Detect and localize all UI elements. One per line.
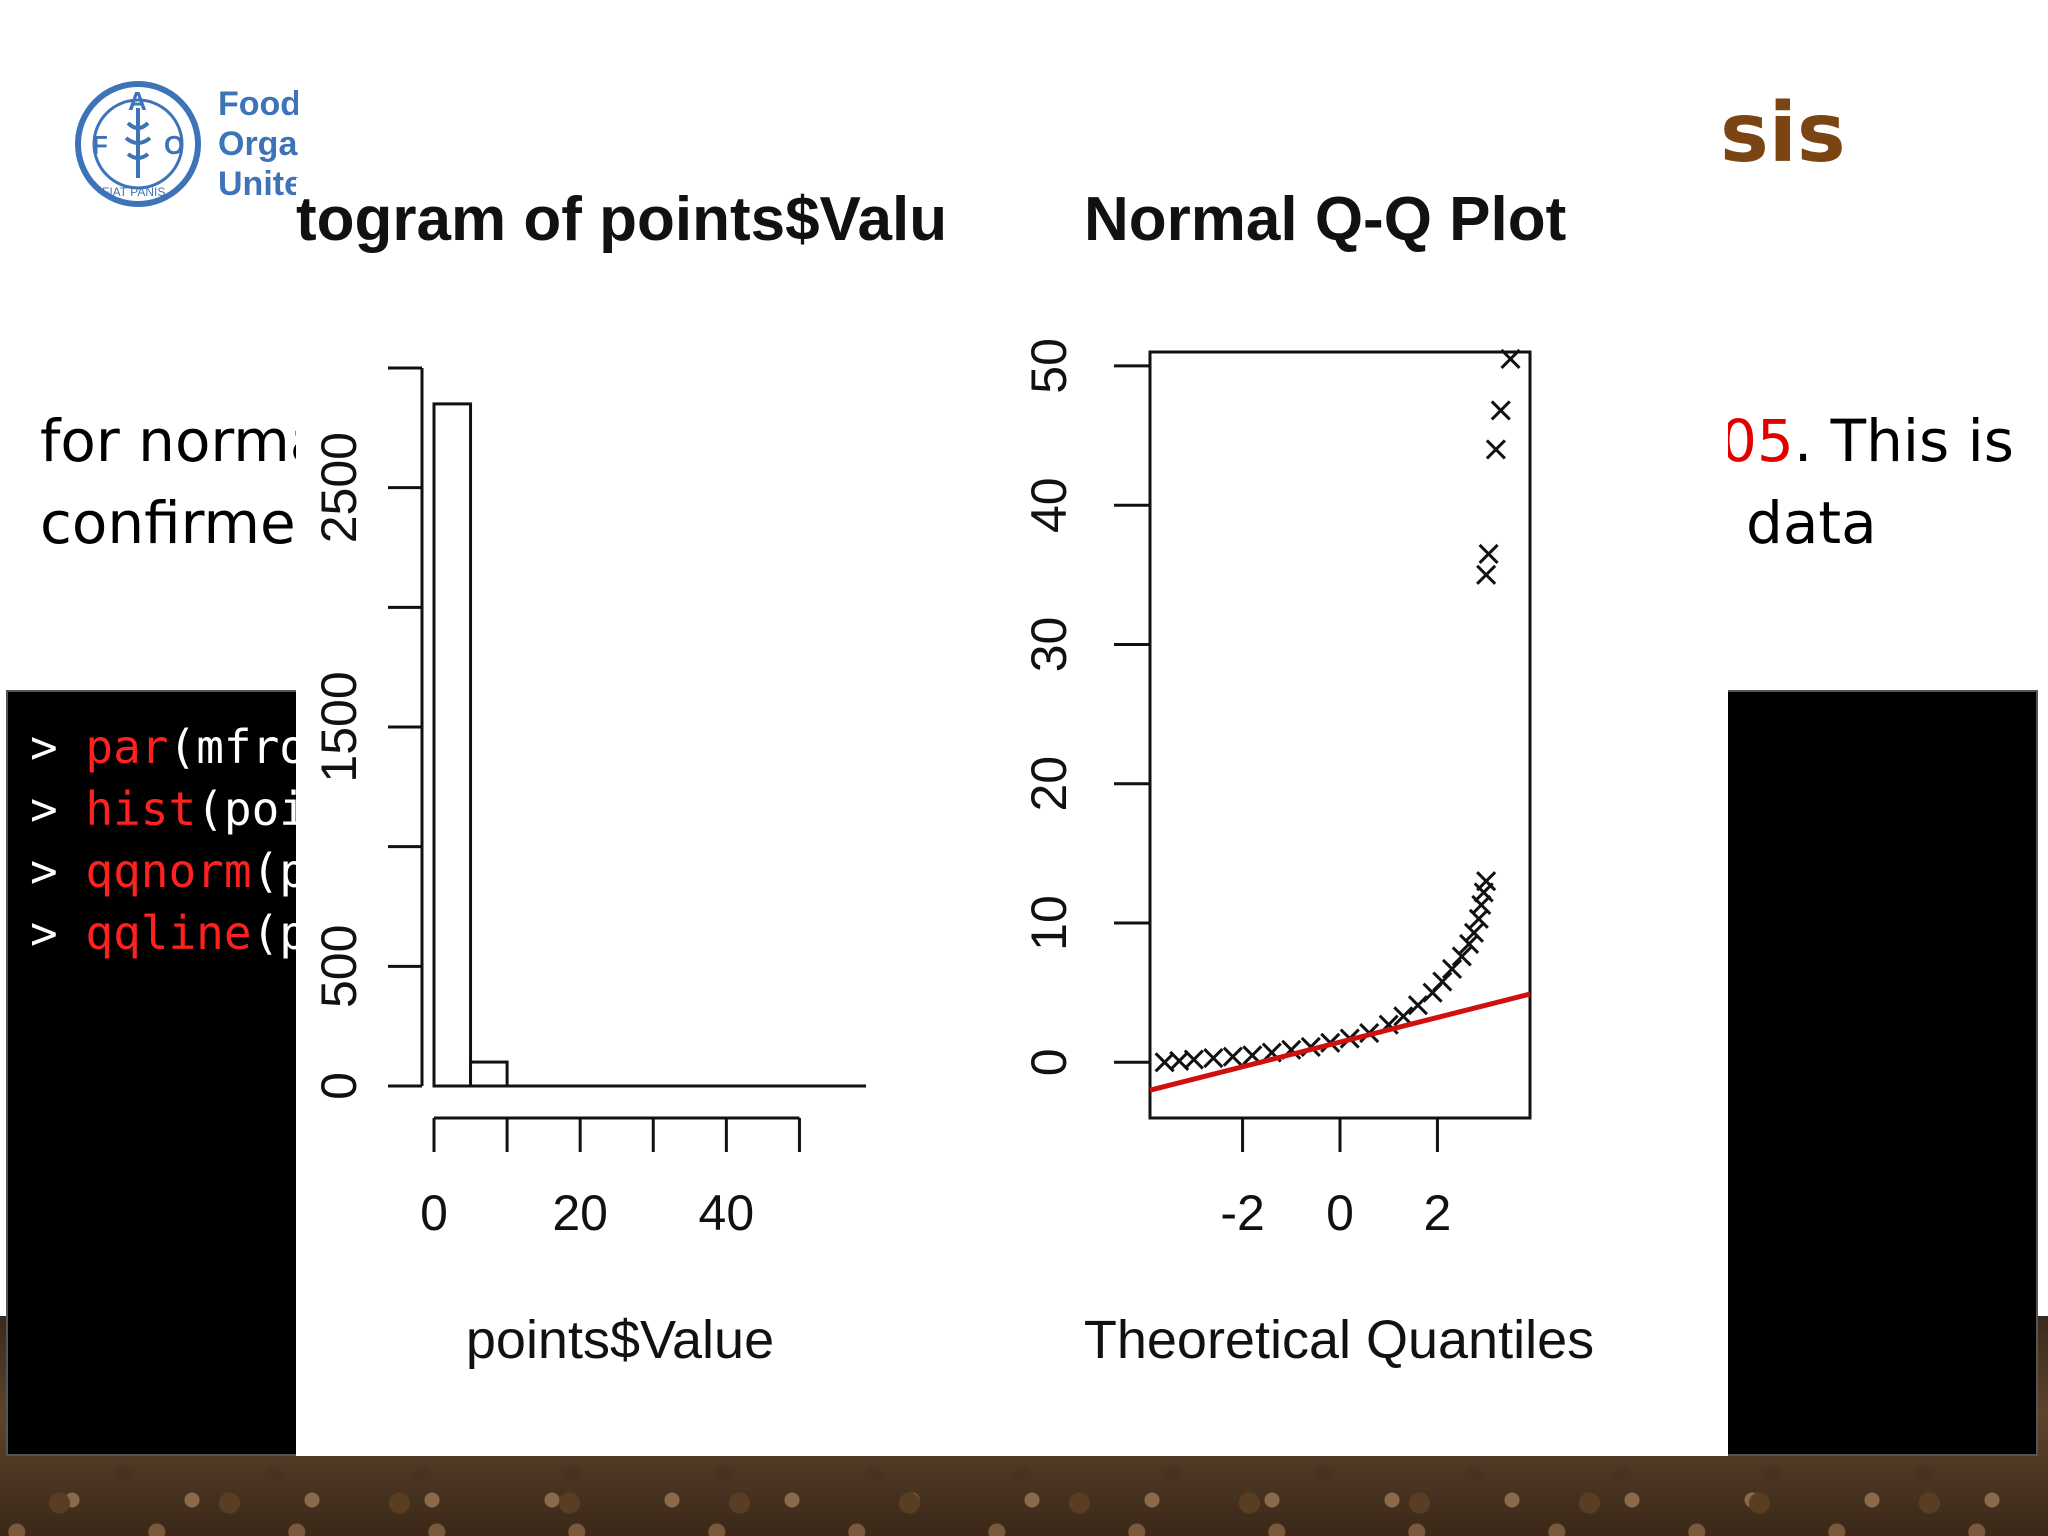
- body-text-right: 05. This is data: [1720, 400, 2014, 564]
- p-value-red: 05: [1720, 407, 1794, 475]
- plot-window: togram of points$Valu Normal Q-Q Plot po…: [296, 178, 1728, 1456]
- logo-text-line: Food: [218, 85, 298, 123]
- hist-x-tick-label: 0: [420, 1185, 448, 1241]
- console-function: qqline: [85, 906, 252, 960]
- console-line: > qqline(p: [30, 902, 307, 964]
- hist-xlabel: points$Value: [466, 1310, 774, 1370]
- qq-point: [1222, 1046, 1243, 1067]
- logo-text-line: Organ: [218, 125, 298, 163]
- body-line-1: for norma: [40, 407, 326, 475]
- qq-point: [1476, 871, 1497, 892]
- histogram: 0 500 1500 2500 0 20 40: [311, 366, 866, 1241]
- console-function: hist: [85, 782, 197, 836]
- qq-plot-frame: [1148, 350, 1532, 1120]
- qq-title: Normal Q-Q Plot: [1084, 185, 1566, 254]
- hist-y-tick-label: 2500: [311, 432, 367, 543]
- console-lines: > par(mfro > hist(poi > qqnorm(p > qqlin…: [30, 716, 307, 964]
- console-function: qqnorm: [85, 844, 252, 898]
- qq-y-tick-label: 50: [1021, 338, 1077, 394]
- hist-y-tick-label: 0: [311, 1072, 367, 1100]
- qq-x-tick-label: 2: [1424, 1185, 1452, 1241]
- qq-plot: 0 10 20 30 40 50 -2 0 2: [1021, 338, 1532, 1241]
- body-line-2-right: data: [1746, 489, 1877, 557]
- console-line: > qqnorm(p: [30, 840, 307, 902]
- logo-ring-text: FIAT PANIS: [102, 185, 165, 199]
- qq-point: [1471, 894, 1492, 915]
- plots-svg: togram of points$Valu Normal Q-Q Plot po…: [296, 185, 1594, 1370]
- hist-x-tick-label: 20: [552, 1185, 608, 1241]
- qq-y-tick-label: 10: [1021, 895, 1077, 951]
- qq-x-tick-label: -2: [1220, 1185, 1264, 1241]
- qq-y-tick-label: 40: [1021, 477, 1077, 533]
- console-line: > par(mfro: [30, 716, 307, 778]
- qq-x-tick-label: 0: [1326, 1185, 1354, 1241]
- logo-text-line: Unite: [218, 165, 298, 203]
- fao-logo: F A O FIAT PANIS: [75, 81, 201, 207]
- prompt: >: [30, 782, 58, 836]
- qq-xlabel: Theoretical Quantiles: [1084, 1310, 1594, 1370]
- slide-title: sis: [1720, 86, 1846, 181]
- qq-point: [1490, 400, 1511, 421]
- hist-title: togram of points$Valu: [296, 185, 947, 254]
- hist-x-tick-label: 40: [699, 1185, 755, 1241]
- logo-letter-f: F: [92, 130, 108, 160]
- qq-y-tick-label: 20: [1021, 756, 1077, 812]
- qq-point: [1478, 543, 1499, 565]
- console-args: (poi: [196, 782, 307, 836]
- hist-bar: [432, 402, 473, 1088]
- qq-point: [1459, 933, 1480, 954]
- console-function: par: [85, 720, 169, 774]
- qq-y-tick-label: 0: [1021, 1048, 1077, 1076]
- body-text-left: for norma confirme: [40, 400, 325, 564]
- qq-point: [1183, 1049, 1204, 1070]
- body-line-1-right: . This is: [1793, 407, 2014, 475]
- console-line: > hist(poi: [30, 778, 307, 840]
- body-line-2: confirme: [40, 489, 296, 557]
- prompt: >: [30, 720, 58, 774]
- logo-letter-o: O: [164, 130, 184, 160]
- qq-point: [1463, 922, 1485, 943]
- console-args: (mfro: [168, 720, 307, 774]
- qq-reference-line: [1149, 991, 1531, 1093]
- qq-point: [1441, 958, 1463, 980]
- hist-y-tick-label: 500: [311, 925, 367, 1008]
- logo-text: Food Organ Unite: [218, 84, 298, 204]
- logo-letter-a: A: [128, 86, 147, 116]
- qq-point: [1432, 971, 1453, 992]
- qq-y-tick-label: 30: [1021, 617, 1077, 673]
- qq-point: [1485, 439, 1506, 460]
- qq-point: [1500, 348, 1521, 370]
- hist-y-tick-label: 1500: [311, 671, 367, 782]
- qq-point: [1451, 946, 1472, 967]
- prompt: >: [30, 844, 58, 898]
- qq-point: [1203, 1048, 1224, 1069]
- qq-point: [1476, 564, 1497, 585]
- hist-bar: [469, 1060, 509, 1088]
- prompt: >: [30, 906, 58, 960]
